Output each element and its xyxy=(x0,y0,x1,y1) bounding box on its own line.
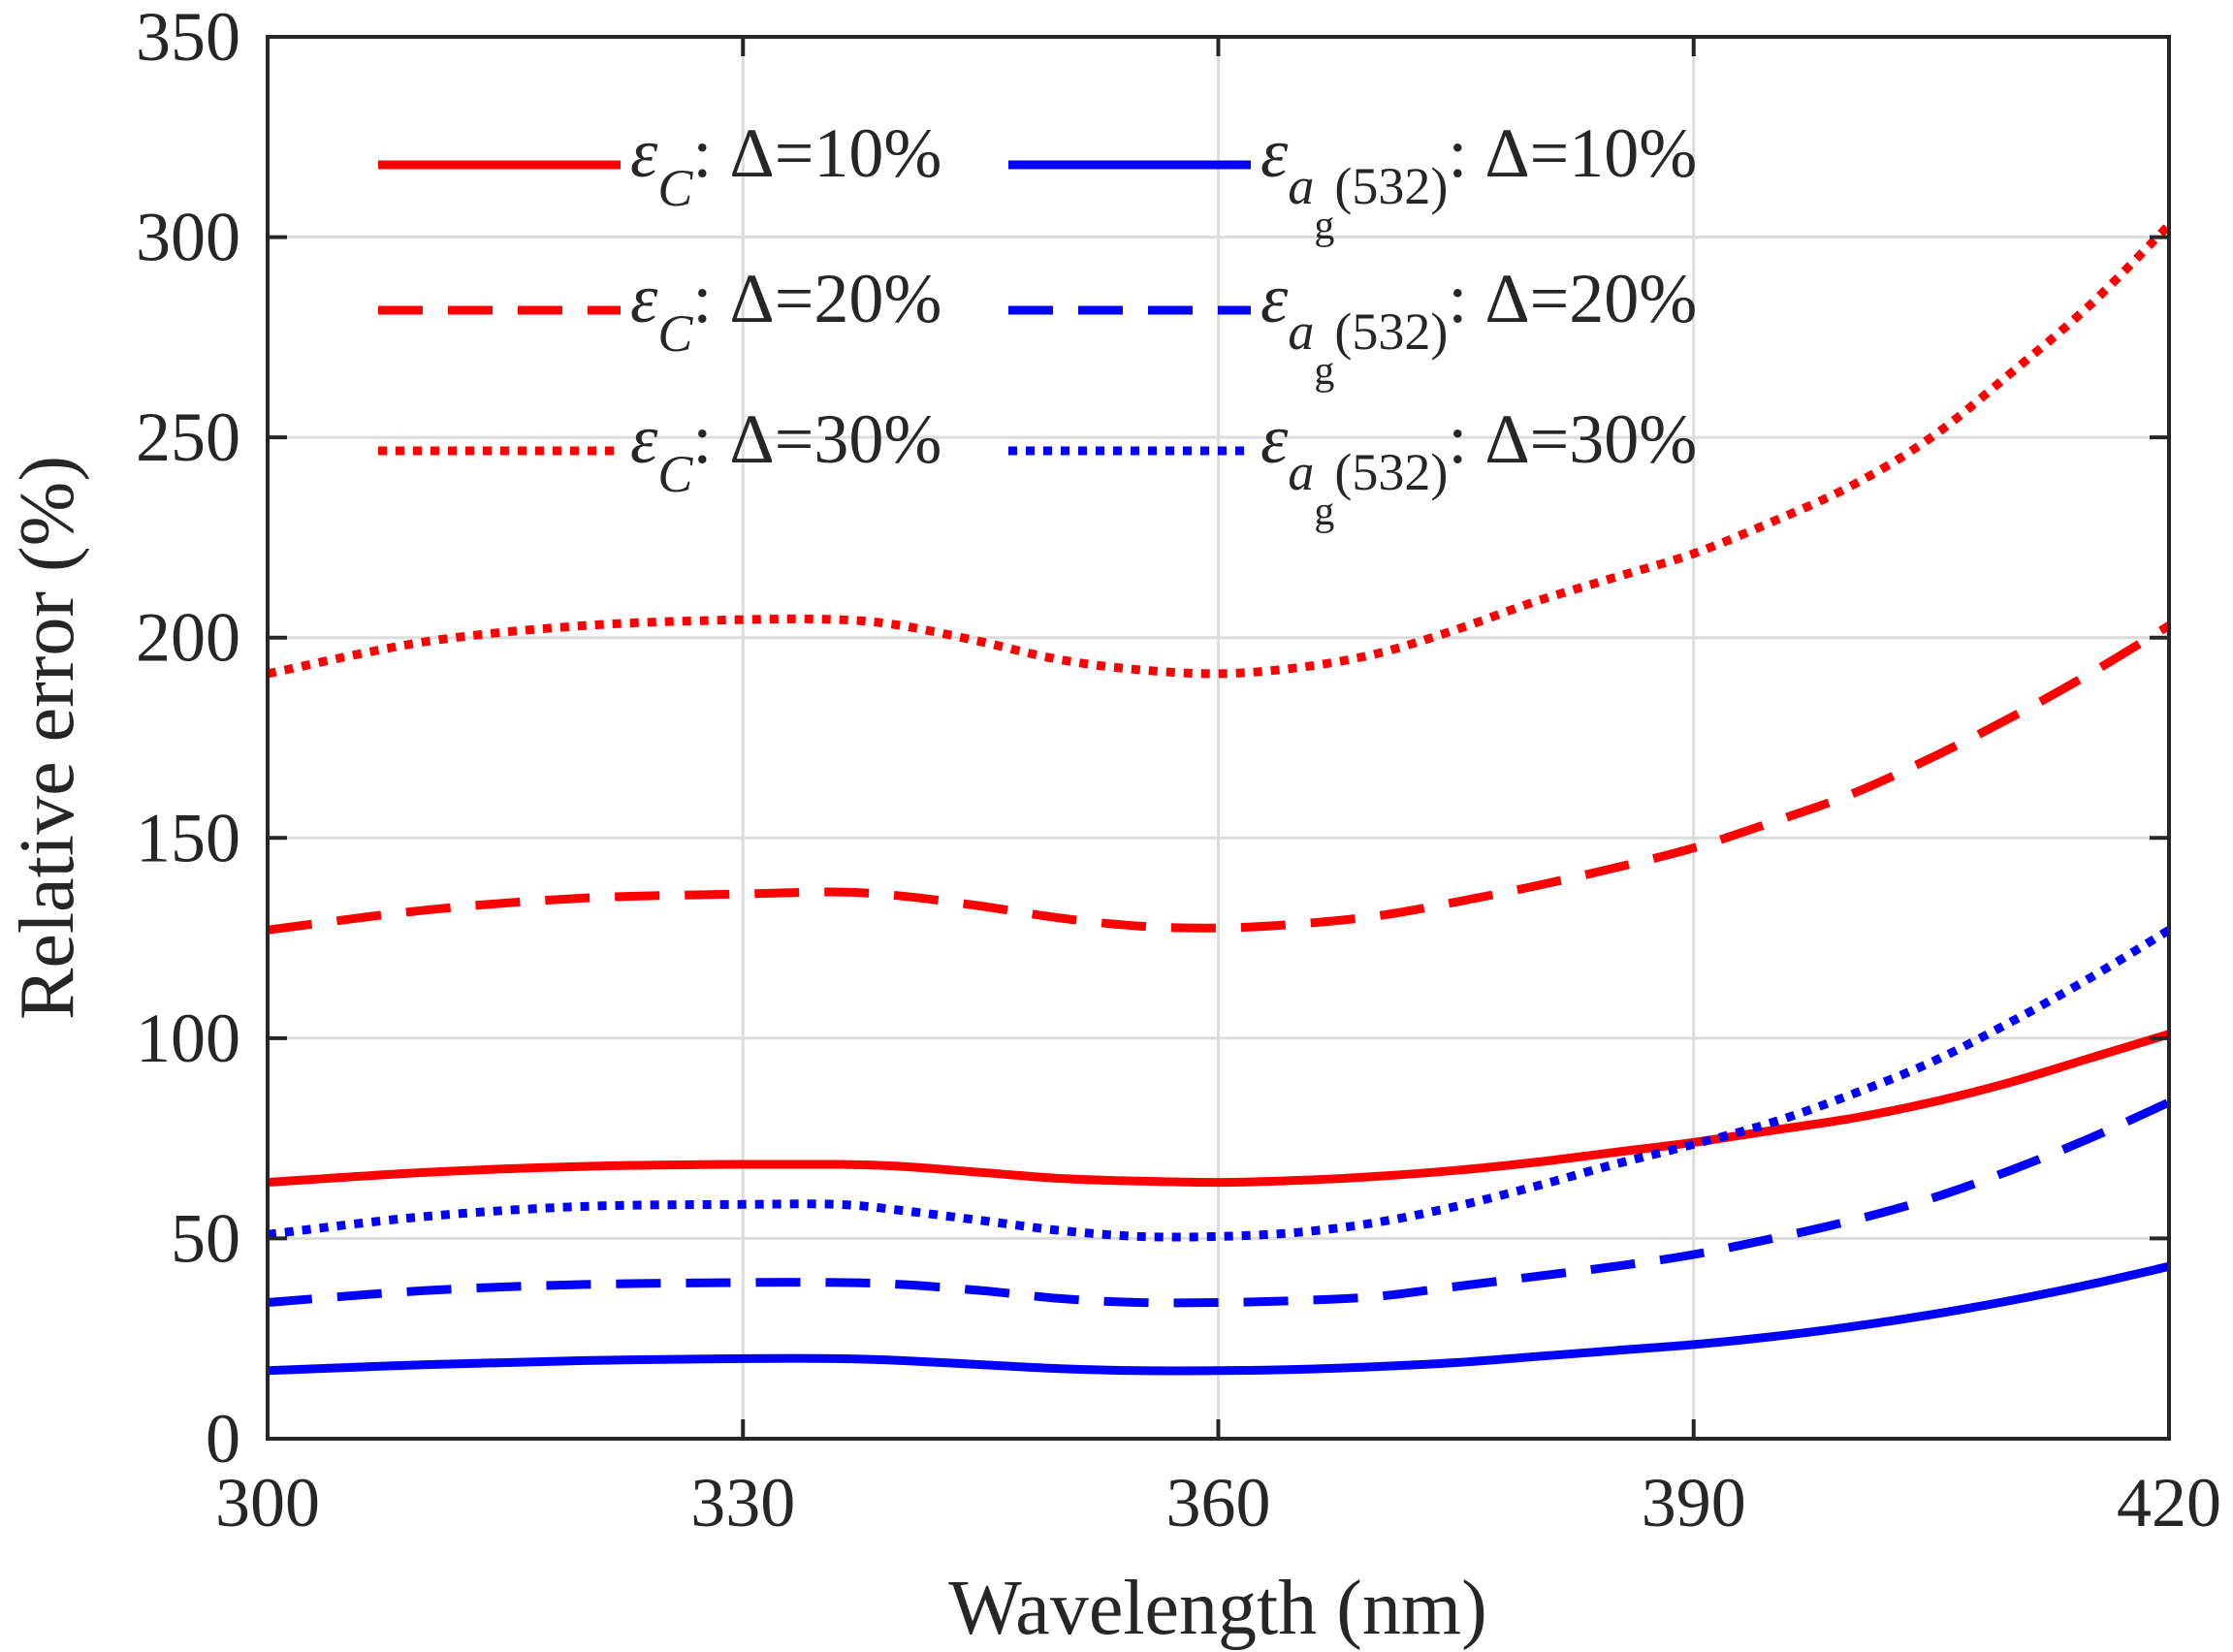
y-tick-label: 350 xyxy=(136,0,240,76)
legend-label: εC: Δ=30% xyxy=(630,400,941,503)
series-line-5 xyxy=(267,1097,2171,1308)
y-tick-label: 200 xyxy=(136,599,240,677)
grid xyxy=(268,37,2169,1439)
legend-item-1: εC: Δ=10% xyxy=(378,114,941,217)
x-tick-label: 420 xyxy=(2117,1464,2221,1541)
series-line-4 xyxy=(267,1261,2171,1376)
y-tick-label: 0 xyxy=(206,1400,240,1477)
x-tick-label: 300 xyxy=(215,1464,320,1541)
x-axis-title: Wavelength (nm) xyxy=(948,1566,1487,1651)
legend-label: εag(532): Δ=30% xyxy=(1260,400,1697,534)
series-line-1 xyxy=(267,1030,2171,1188)
y-tick-label: 300 xyxy=(136,199,240,276)
legend-label: εag(532): Δ=20% xyxy=(1260,260,1697,394)
tick-labels: 300 330 360 390 420 0 50 100 150 200 250 300 350 xyxy=(136,0,2221,1541)
legend-item-6: εag(532): Δ=30% xyxy=(1008,400,1697,534)
y-axis-title: Relative error (%) xyxy=(5,456,90,1020)
legend-item-4: εag(532): Δ=10% xyxy=(1008,114,1697,248)
ticks xyxy=(266,35,2171,1441)
y-tick-label: 150 xyxy=(136,799,240,876)
x-tick-label: 330 xyxy=(690,1464,795,1541)
y-tick-label: 50 xyxy=(171,1199,240,1277)
series-lines xyxy=(267,222,2173,1376)
legend-item-3: εC: Δ=30% xyxy=(378,400,941,503)
x-tick-label: 390 xyxy=(1642,1464,1746,1541)
legend-label: εC: Δ=20% xyxy=(630,260,941,363)
legend-label: εC: Δ=10% xyxy=(630,114,941,217)
y-tick-label: 100 xyxy=(136,1000,240,1077)
legend-item-5: εag(532): Δ=20% xyxy=(1008,260,1697,394)
legend-label: εag(532): Δ=10% xyxy=(1260,114,1697,248)
y-tick-label: 250 xyxy=(136,398,240,476)
legend-item-2: εC: Δ=20% xyxy=(378,260,941,363)
series-line-2 xyxy=(267,621,2172,935)
series-line-3 xyxy=(267,222,2173,679)
x-tick-label: 360 xyxy=(1166,1464,1271,1541)
legend: εC: Δ=10% εC: Δ=20% εC: Δ=30% εag(532): Δ=1… xyxy=(378,114,1697,534)
